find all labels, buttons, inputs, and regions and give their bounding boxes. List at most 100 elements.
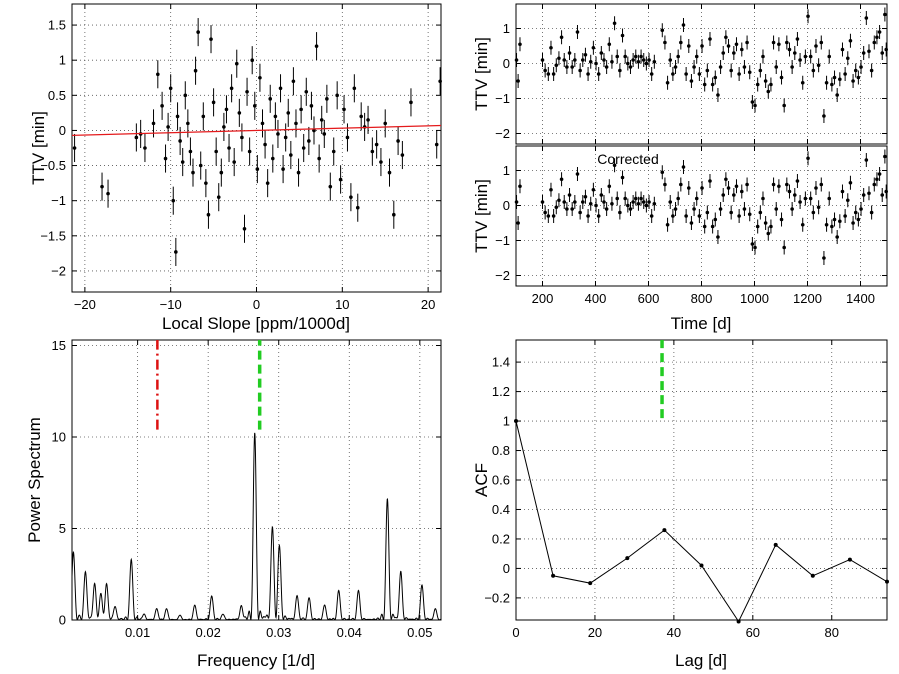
data-point (232, 160, 236, 164)
data-point (869, 210, 874, 215)
data-point (819, 182, 824, 187)
data-point (596, 72, 601, 76)
data-point (787, 47, 792, 52)
data-point (591, 45, 596, 50)
data-point (276, 132, 280, 136)
y-axis-label: Power Spectrum (25, 417, 44, 543)
data-point (838, 77, 842, 82)
y-tick-label: −1 (495, 91, 510, 106)
data-point (726, 186, 731, 190)
data-point (708, 37, 712, 41)
data-point (258, 75, 262, 80)
y-tick-label: −2 (495, 268, 510, 283)
data-point (845, 198, 850, 203)
data-point (864, 16, 869, 20)
y-axis-label: TTV [min] (472, 37, 491, 111)
data-point (800, 80, 805, 85)
x-tick-label: 0.05 (407, 625, 432, 640)
x-axis-label: Frequency [1/d] (197, 651, 315, 670)
data-point (785, 182, 789, 187)
data-point (383, 121, 388, 126)
data-point (580, 200, 585, 204)
data-point (143, 146, 147, 150)
data-point (586, 214, 590, 218)
data-point (639, 54, 643, 59)
x-axis-label: Local Slope [ppm/1000d] (162, 314, 350, 333)
data-point (72, 146, 77, 150)
data-point (242, 226, 247, 231)
data-point (853, 210, 858, 215)
data-point (615, 196, 620, 201)
data-point (787, 189, 792, 194)
data-point (803, 54, 808, 59)
y-tick-label: 1.5 (48, 18, 66, 33)
data-point (673, 207, 678, 211)
data-point (594, 203, 598, 208)
data-point (596, 214, 601, 218)
data-point (342, 107, 346, 112)
data-point (516, 221, 520, 225)
data-point (260, 121, 265, 126)
data-point (782, 245, 786, 250)
data-point (713, 217, 718, 222)
data-point (877, 172, 882, 176)
data-point (289, 153, 293, 157)
data-point (819, 40, 824, 45)
data-point (100, 184, 104, 189)
y-tick-label: 1 (503, 163, 510, 178)
acf-point (625, 556, 630, 561)
data-point (540, 58, 545, 62)
data-point (543, 210, 547, 215)
y-tick-label: 1 (503, 414, 510, 429)
data-point (216, 195, 221, 199)
data-point (392, 212, 396, 217)
y-tick-label: 1 (59, 53, 66, 68)
data-point (673, 65, 678, 69)
data-point (641, 200, 646, 204)
data-point (652, 59, 657, 64)
data-point (803, 196, 808, 201)
data-point (562, 200, 567, 204)
data-point (883, 12, 887, 17)
data-point (734, 42, 739, 47)
data-point (737, 214, 741, 218)
y-tick-label: 0 (59, 613, 66, 628)
x-tick-label: 0.03 (266, 625, 291, 640)
data-point (795, 179, 800, 183)
data-point (196, 30, 200, 34)
x-tick-label: −10 (160, 297, 182, 312)
y-tick-label: 1.4 (492, 355, 510, 370)
data-point (171, 198, 176, 203)
data-point (761, 54, 765, 59)
data-point (570, 207, 574, 211)
data-point (880, 51, 885, 55)
data-point (867, 191, 871, 196)
data-point (641, 58, 646, 62)
data-point (345, 135, 350, 140)
data-point (663, 182, 667, 187)
power-spectrum-curve (72, 432, 441, 620)
data-point (325, 97, 329, 101)
data-point (816, 63, 821, 68)
y-tick-label: 0 (503, 561, 510, 576)
data-point (769, 224, 773, 229)
data-point (366, 118, 370, 122)
data-point (543, 68, 547, 73)
data-point (573, 200, 577, 204)
data-point (319, 118, 324, 122)
data-point (864, 158, 869, 162)
data-point (554, 205, 559, 210)
data-point (263, 142, 267, 147)
data-point (692, 65, 696, 69)
data-point (679, 182, 683, 187)
data-point (245, 90, 249, 94)
y-tick-label: 5 (59, 521, 66, 536)
data-point (559, 177, 564, 182)
data-point (779, 217, 784, 222)
data-point (835, 235, 839, 239)
data-point (814, 186, 818, 190)
data-point (636, 201, 641, 206)
data-point (286, 111, 291, 115)
data-point (518, 184, 522, 189)
